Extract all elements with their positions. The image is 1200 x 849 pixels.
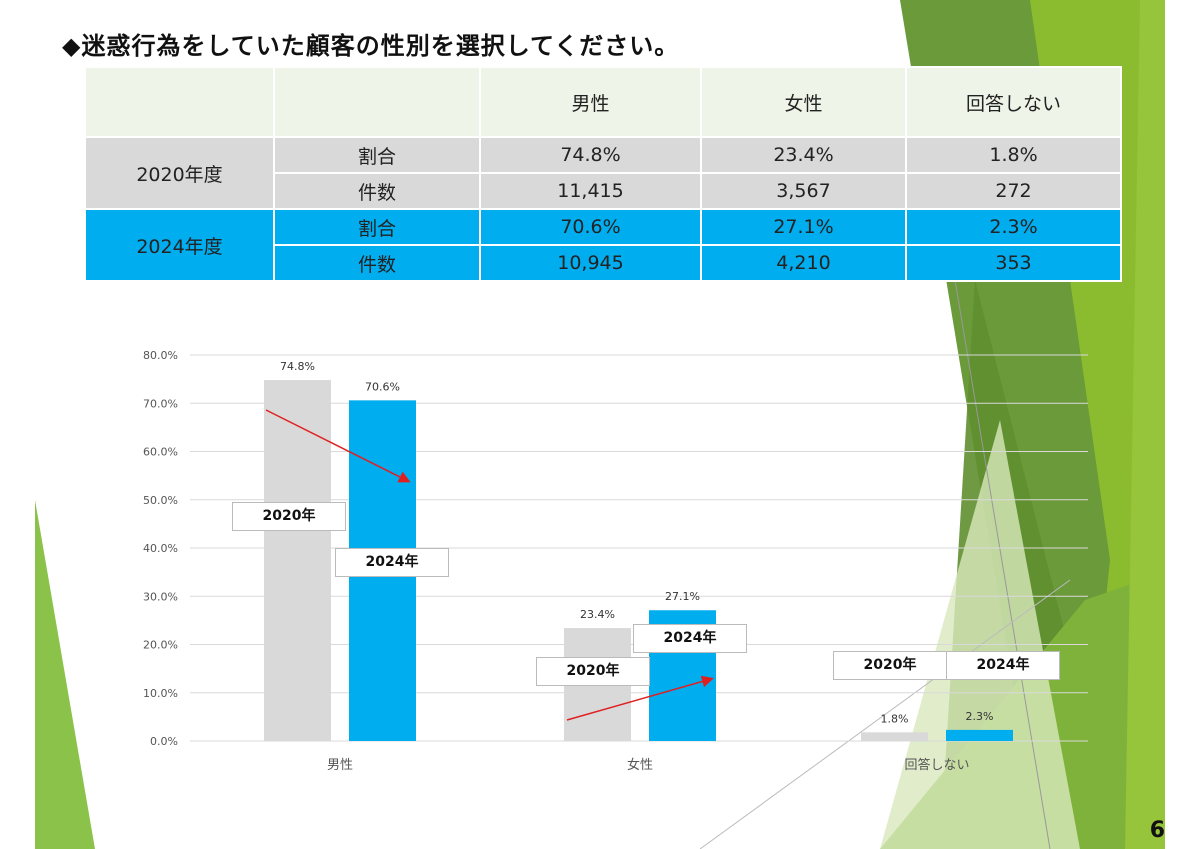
table-header-row: 男性 女性 回答しない [84,66,1122,138]
value-cell: 74.8% [479,136,702,174]
series-label-2024: 2024年 [633,624,747,653]
y-tick-label: 0.0% [150,735,178,748]
table-row: 件数 10,945 4,210 353 [85,244,1122,282]
data-label: 23.4% [580,608,615,621]
value-cell: 1.8% [905,136,1122,174]
header-cell: 女性 [700,66,907,138]
header-cell [84,66,275,138]
metric-cell: 割合 [273,136,481,174]
data-label: 2.3% [966,710,994,723]
data-label: 70.6% [365,380,400,393]
value-cell: 27.1% [700,208,907,246]
y-tick-label: 60.0% [143,446,178,459]
x-tick-label: 回答しない [904,757,969,773]
year-cell: 2020年度 [84,136,275,210]
header-cell [273,66,481,138]
trend-arrow [566,675,714,721]
y-tick-label: 10.0% [143,687,178,700]
x-tick-label: 男性 [327,758,353,773]
metric-cell: 割合 [273,208,481,246]
bar [946,729,1013,741]
data-label: 27.1% [665,590,700,603]
value-cell: 70.6% [479,208,702,246]
header-cell: 回答しない [905,66,1122,138]
value-cell: 10,945 [479,244,702,282]
y-tick-label: 80.0% [143,349,178,362]
value-cell: 3,567 [700,172,907,210]
y-tick-label: 30.0% [143,590,178,603]
data-table: 男性 女性 回答しない 2020年度 割合 74.8% 23.4% 1.8% 件… [84,66,1122,282]
value-cell: 353 [905,244,1122,282]
table-row: 件数 11,415 3,567 272 [85,172,1122,210]
bar [861,732,928,741]
series-label-2024: 2024年 [946,651,1060,680]
x-tick-label: 女性 [627,757,653,773]
trend-arrow [265,409,411,483]
value-cell: 11,415 [479,172,702,210]
year-cell: 2024年度 [84,208,275,282]
data-label: 74.8% [280,360,315,373]
value-cell: 272 [905,172,1122,210]
page-number: 6 [1149,818,1165,843]
metric-cell: 件数 [273,244,481,282]
y-tick-label: 20.0% [143,639,178,652]
y-tick-label: 70.0% [143,397,178,410]
value-cell: 23.4% [700,136,907,174]
y-tick-label: 40.0% [143,542,178,555]
y-tick-label: 50.0% [143,494,178,507]
series-label-2020: 2020年 [536,657,650,686]
table-row: 2020年度 割合 74.8% 23.4% 1.8% [84,136,1122,210]
slide-title: ◆迷惑行為をしていた顧客の性別を選択してください。 [62,32,680,60]
data-label: 1.8% [881,712,909,725]
table-row: 2024年度 割合 70.6% 27.1% 2.3% [84,208,1122,282]
series-label-2020: 2020年 [232,502,346,531]
header-cell: 男性 [479,66,702,138]
series-label-2020: 2020年 [833,651,947,680]
value-cell: 2.3% [905,208,1122,246]
metric-cell: 件数 [273,172,481,210]
series-label-2024: 2024年 [335,548,449,577]
value-cell: 4,210 [700,244,907,282]
bar [264,380,331,741]
